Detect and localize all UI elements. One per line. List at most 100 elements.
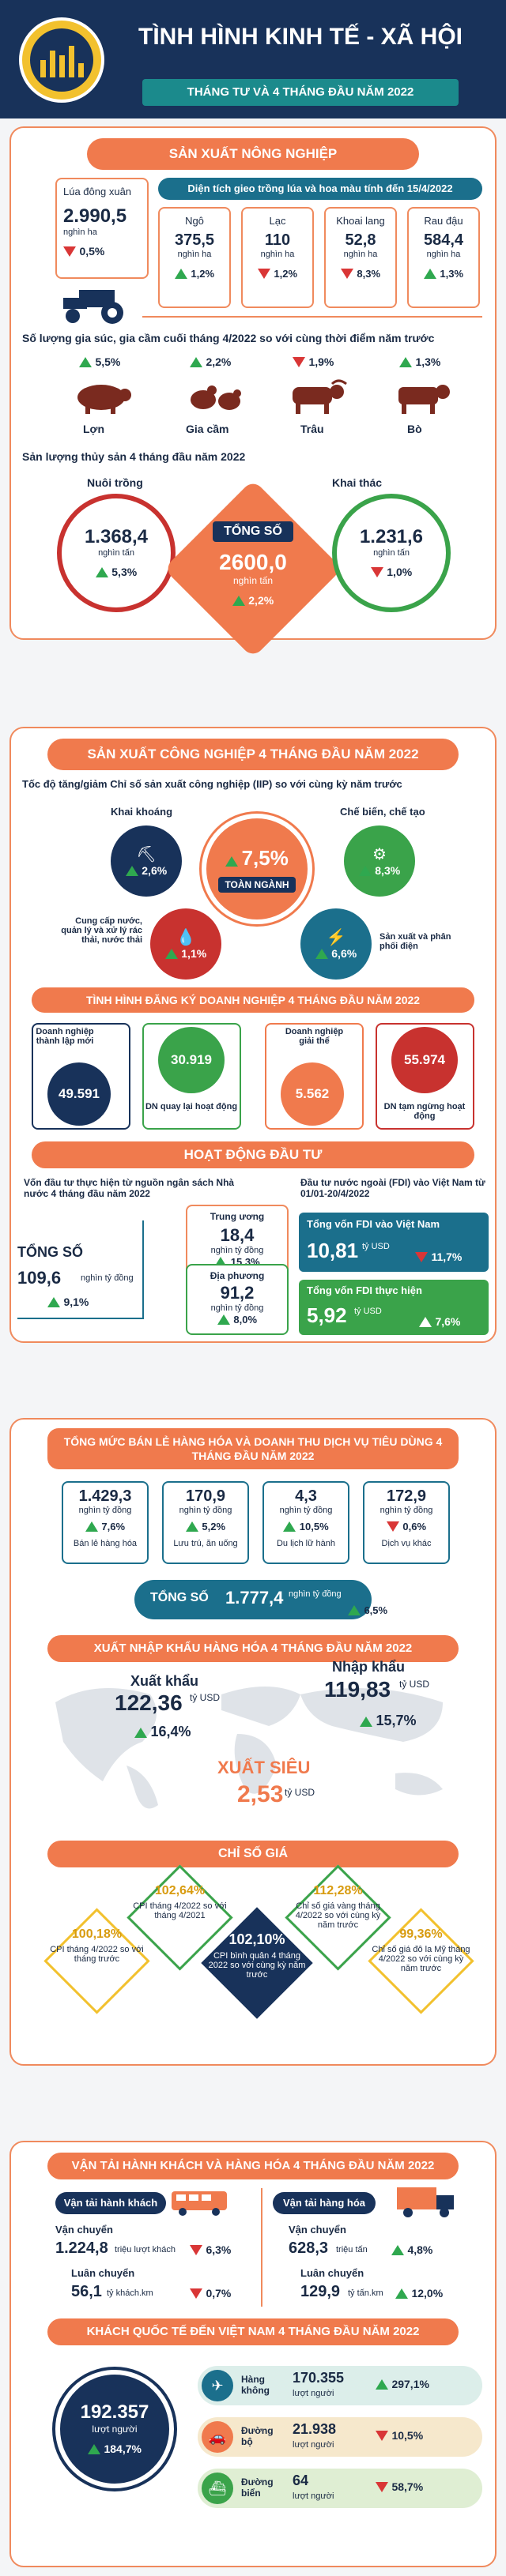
import-label: Nhập khẩu: [332, 1659, 406, 1675]
retail-box: 172,9 nghìn tỷ đồng 0,6% Dịch vụ khác: [363, 1481, 450, 1564]
retail-change: 7,6%: [101, 1521, 126, 1532]
tourism-label: Đường bộ: [241, 2425, 274, 2447]
livestock-title: Số lượng gia súc, gia cầm cuối tháng 4/2…: [22, 332, 435, 344]
retail-ribbon: TỔNG MỨC BÁN LẺ HÀNG HÓA VÀ DOANH THU DỊ…: [47, 1428, 459, 1469]
tourism-total-change: 184,7%: [104, 2442, 142, 2455]
price-label: CPI tháng 4/2022 so với tháng trước: [50, 1945, 144, 1964]
retail-total-bar: [134, 1580, 372, 1619]
retail-label: Lưu trú, ăn uống: [173, 1539, 238, 1548]
business-dissolved-circle: 5.562: [281, 1062, 344, 1126]
livestock-change: 1,9%: [308, 355, 334, 368]
tourism-change: 58,7%: [391, 2480, 424, 2493]
invest-state-title: Vốn đầu tư thực hiện từ nguồn ngân sách …: [24, 1177, 235, 1199]
fdi-reg-label: Tổng vốn FDI vào Việt Nam: [307, 1218, 440, 1230]
iip-title: Tốc độ tăng/giảm Chỉ số sản xuất công ng…: [22, 778, 402, 790]
up-arrow-icon: [134, 1728, 147, 1739]
down-arrow-icon: [293, 357, 305, 368]
bus-icon: [172, 2191, 227, 2216]
up-arrow-icon: [423, 269, 436, 280]
fish-total-value: 2600,0: [219, 550, 287, 574]
fish-catch-value: 1.231,6: [359, 526, 424, 547]
invest-ribbon: HOẠT ĐỘNG ĐẦU TƯ: [32, 1141, 474, 1168]
power-circle: ⚡ 6,6%: [300, 908, 372, 980]
agri-ribbon: SẢN XUẤT NÔNG NGHIỆP: [87, 138, 419, 170]
business-new-circle: 49.591: [47, 1062, 111, 1126]
retail-box: 4,3 nghìn tỷ đồng 10,5% Du lịch lữ hành: [262, 1481, 349, 1564]
tourism-sea-row: [198, 2469, 482, 2508]
export-unit: tỷ USD: [190, 1692, 221, 1703]
iip-total-value: 7,5%: [241, 845, 289, 870]
business-value: 55.974: [404, 1052, 445, 1067]
livestock-cattle-change: 1,3%: [399, 355, 440, 370]
tractor-icon: [63, 290, 123, 324]
up-arrow-icon: [376, 2379, 388, 2390]
livestock-label: Lợn: [83, 423, 105, 435]
up-arrow-icon: [225, 856, 239, 867]
fdi-reg-change: 11,7%: [431, 1250, 463, 1263]
down-arrow-icon: [63, 246, 76, 258]
livestock-change: 5,5%: [95, 355, 121, 368]
cpi-avg-block: 102,10% CPI bình quân 4 tháng 2022 so với…: [206, 1931, 308, 1980]
business-label: Doanh nghiệp thành lập mới: [36, 1027, 94, 1046]
tourism-unit: lượt người: [293, 2389, 334, 2398]
price-label: CPI bình quân 4 tháng 2022 so với cùng k…: [208, 1951, 306, 1980]
retail-value: 1.429,3: [78, 1487, 132, 1505]
retail-value: 170,9: [185, 1487, 226, 1505]
trade-ribbon: XUẤT NHẬP KHẨU HÀNG HÓA 4 THÁNG ĐẦU NĂM …: [47, 1635, 459, 1662]
invest-local-box: Địa phương 91,2 nghìn tỷ đồng 8,0%: [186, 1264, 289, 1335]
tourism-road-row: [198, 2417, 482, 2457]
price-ribbon: CHỈ SỐ GIÁ: [47, 1841, 459, 1867]
mining-icon: ⛏: [136, 845, 157, 863]
up-arrow-icon: [85, 1521, 98, 1532]
goods-carry-value: 628,3: [289, 2239, 329, 2257]
crop-value: 584,4: [423, 231, 464, 249]
invest-total-value: 109,6: [17, 1268, 62, 1288]
livestock-change: 1,3%: [415, 355, 441, 368]
price-value: 112,28%: [313, 1884, 363, 1897]
livestock-label: Trâu: [300, 423, 324, 435]
livestock-pig-change: 5,5%: [79, 355, 120, 370]
tourism-ribbon: KHÁCH QUỐC TẾ ĐẾN VIỆT NAM 4 THÁNG ĐẦU N…: [47, 2318, 459, 2345]
down-arrow-icon: [340, 269, 353, 280]
goods-rot-value: 129,9: [300, 2283, 341, 2300]
rice-box: Lúa đông xuân 2.990,5 nghìn ha 0,5%: [55, 178, 149, 279]
invest-local-unit: nghìn tỷ đồng: [210, 1303, 264, 1313]
tourism-value: 21.938: [293, 2421, 337, 2437]
goods-rot-change: 12,0%: [411, 2287, 444, 2300]
crop-change: 1,2%: [191, 268, 215, 280]
tourism-change: 10,5%: [391, 2429, 424, 2442]
import-value: 119,83: [324, 1677, 391, 1702]
invest-local-change: 8,0%: [233, 1314, 258, 1326]
divider: [142, 1220, 144, 1319]
tourism-total-value: 192.357: [80, 2401, 149, 2423]
fish-farm-circle: 1.368,4 nghìn tấn 5,3%: [57, 494, 176, 612]
crop-label: Khoai lang: [336, 215, 385, 227]
gold-price-block: 112,28% Chỉ số giá vàng tháng 4/2022 so v…: [289, 1884, 387, 1930]
up-arrow-icon: [315, 948, 328, 959]
tourism-label: Đường biển: [241, 2476, 274, 2499]
up-arrow-icon: [185, 1521, 198, 1532]
fish-farm-label: Nuôi trồng: [87, 476, 143, 489]
export-change: 16,4%: [150, 1724, 191, 1739]
retail-unit: nghìn tỷ đồng: [179, 1506, 232, 1515]
iip-total-label: TOÀN NGÀNH: [218, 876, 296, 893]
pass-carry-value: 1.224,8: [55, 2239, 108, 2257]
up-arrow-icon: [360, 1717, 372, 1728]
cattle-icon: [398, 385, 450, 414]
up-arrow-icon: [348, 1605, 361, 1616]
retail-total-value: 1.777,4: [225, 1588, 284, 1608]
up-arrow-icon: [125, 865, 138, 876]
tourism-unit: lượt người: [293, 2440, 334, 2450]
divider: [17, 1318, 144, 1319]
crop-value: 110: [264, 231, 291, 249]
invest-central-unit: nghìn tỷ đồng: [210, 1246, 264, 1255]
down-arrow-icon: [386, 1521, 399, 1532]
usd-price-block: 99,36% Chỉ số giá đô la Mỹ tháng 4/2022 s…: [372, 1927, 470, 1973]
pass-rot-unit: tỷ khách.km: [107, 2288, 153, 2298]
retail-change: 5,2%: [202, 1521, 226, 1532]
water-value: 1,1%: [181, 946, 207, 960]
crop-change: 1,3%: [440, 268, 464, 280]
goods-rot-label: Luân chuyển: [300, 2267, 364, 2279]
business-value: 49.591: [59, 1086, 100, 1101]
price-label: Chỉ số giá vàng tháng 4/2022 so với cùng…: [295, 1901, 381, 1930]
